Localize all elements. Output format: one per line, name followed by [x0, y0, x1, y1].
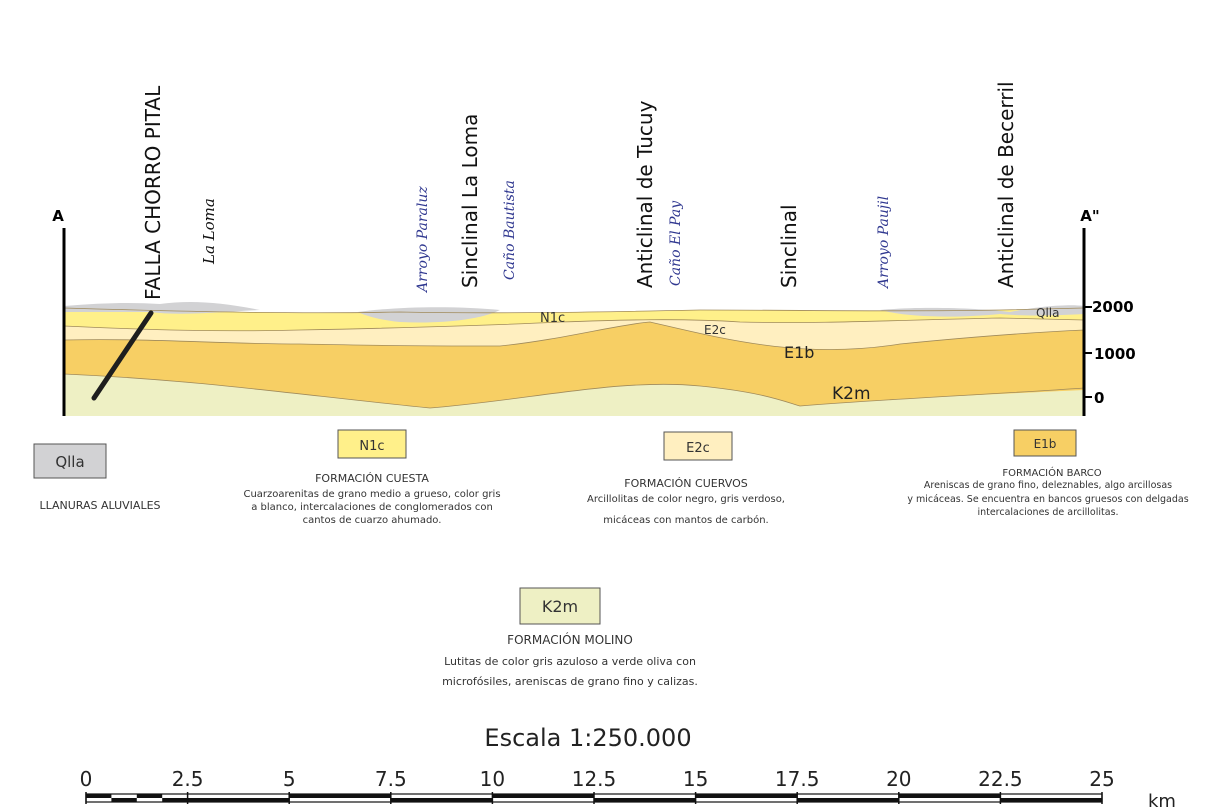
scale-tick-2: 5: [283, 767, 296, 791]
elevation-1000: 1000: [1094, 345, 1136, 363]
layer-qlla-2: [358, 307, 500, 323]
fault-label: FALLA CHORRO PITAL: [141, 85, 165, 300]
place-arroyo-paujil: Arroyo Paujil: [876, 196, 892, 290]
place-labels: La Loma Arroyo Paraluz Caño Bautista Cañ…: [200, 180, 892, 294]
legend-swatch-e1b: [1013, 429, 1077, 457]
legend-code-e2c: E2c: [686, 441, 710, 456]
scale-tick-0: 0: [80, 767, 93, 791]
layer-boundaries: [63, 307, 1085, 409]
structure-anticlinal-tucuy: Anticlinal de Tucuy: [633, 100, 657, 288]
scale-tick-6: 15: [683, 767, 708, 791]
scale-bar-body: [85, 792, 1103, 804]
legend-name-qlla: LLANURAS ALUVIALES: [39, 499, 160, 512]
scale-tick-1: 2.5: [172, 767, 204, 791]
unit-label-k2m: K2m: [832, 384, 871, 404]
scale-segment-9: [1000, 798, 1102, 802]
legend-desc-e1b-2: y micáceas. Se encuentra en bancos grues…: [907, 494, 1188, 505]
structure-anticlinal-becerril: Anticlinal de Becerril: [994, 81, 1018, 288]
legend-swatch-qlla: [33, 443, 107, 479]
scale-segment-6: [695, 794, 798, 798]
unit-label-e2c: E2c: [704, 323, 726, 337]
scale-sub-segment-3: [162, 798, 188, 802]
legend-desc-k2m-2: microfósiles, areniscas de grano fino y …: [442, 675, 698, 688]
legend-name-n1c: FORMACIÓN CUESTA: [315, 472, 429, 485]
unit-label-e1b: E1b: [784, 343, 814, 362]
scale-segment-3: [390, 798, 493, 802]
legend-desc-k2m-1: Lutitas de color gris azuloso a verde ol…: [444, 655, 696, 668]
scale-unit: km: [1148, 791, 1176, 812]
legend-desc-e1b-3: intercalaciones de arcillolitas.: [977, 507, 1118, 518]
scale-tick-5: 12.5: [572, 767, 617, 791]
scale-segment-5: [594, 798, 696, 802]
legend-swatch-e2c: [663, 431, 733, 461]
scale-sub-segment-0: [86, 794, 112, 798]
fault-line: [91, 310, 154, 401]
scale-segment-7: [797, 798, 899, 802]
scale-segment-8: [898, 794, 1001, 798]
scale-tick-9: 22.5: [978, 767, 1023, 791]
scale-segment-1: [187, 798, 290, 802]
place-cano-bautista: Caño Bautista: [502, 180, 518, 280]
structure-labels: FALLA CHORRO PITAL Sinclinal La Loma Ant…: [141, 81, 1018, 300]
legend: Qlla LLANURAS ALUVIALES N1c FORMACIÓN CU…: [33, 429, 1189, 688]
unit-label-n1c: N1c: [540, 311, 565, 326]
place-la-loma: La Loma: [200, 198, 218, 265]
place-arroyo-paraluz: Arroyo Paraluz: [415, 186, 431, 294]
place-cano-el-pay: Caño El Pay: [668, 200, 684, 286]
legend-name-k2m: FORMACIÓN MOLINO: [507, 632, 633, 647]
layer-e1b: [64, 322, 1084, 408]
legend-code-qlla: Qlla: [55, 453, 84, 471]
structure-sinclinal: Sinclinal: [777, 204, 801, 288]
scale-segment-2: [289, 794, 391, 798]
elevation-2000: 2000: [1092, 298, 1134, 316]
layer-k2m: [64, 374, 1084, 416]
cross-section: A A" 2000 1000 0 N1c E2c E1b K2m Qlla: [52, 207, 1136, 416]
unit-label-qlla: Qlla: [1036, 306, 1059, 320]
scale-tick-8: 20: [886, 767, 911, 791]
legend-code-n1c: N1c: [359, 439, 384, 454]
legend-desc-n1c-3: cantos de cuarzo ahumado.: [303, 515, 442, 526]
layer-n1c: [64, 308, 1084, 331]
scale-segment-4: [492, 794, 594, 798]
legend-desc-n1c-2: a blanco, intercalaciones de conglomerad…: [251, 502, 493, 513]
scale-title: Escala 1:250.000: [484, 724, 691, 752]
structure-sinclinal-la-loma: Sinclinal La Loma: [458, 114, 482, 288]
legend-code-e1b: E1b: [1034, 437, 1057, 451]
legend-desc-n1c-1: Cuarzoarenitas de grano medio a grueso, …: [243, 489, 500, 500]
section-end-left: A: [52, 207, 64, 225]
legend-desc-e2c-1: Arcillolitas de color negro, gris verdos…: [587, 494, 785, 505]
scale-tick-4: 10: [480, 767, 505, 791]
scale-tick-3: 7.5: [375, 767, 407, 791]
section-end-right: A": [1080, 207, 1099, 225]
layer-qlla-1: [64, 302, 260, 314]
scale-sub-segment-2: [136, 794, 163, 798]
legend-name-e1b: FORMACIÓN BARCO: [1002, 466, 1101, 479]
layer-e2c: [64, 318, 1084, 350]
scale-tick-labels: 0 2.5 5 7.5 10 12.5 15 17.5 20 22.5 25: [80, 767, 1115, 791]
elevation-0: 0: [1094, 389, 1104, 407]
legend-desc-e2c-2: micáceas con mantos de carbón.: [603, 514, 768, 526]
legend-name-e2c: FORMACIÓN CUERVOS: [624, 477, 747, 490]
scale-sub-segment-1: [111, 798, 137, 802]
layer-qlla-3: [880, 305, 1084, 317]
scale-bar: Escala 1:250.000 0 2.5 5 7.5 10 12.5 15 17.5 20 2…: [80, 724, 1176, 812]
scale-tick-10: 25: [1089, 767, 1114, 791]
legend-swatch-n1c: [337, 429, 407, 459]
legend-swatch-k2m: [519, 587, 601, 625]
scale-tick-7: 17.5: [775, 767, 820, 791]
legend-code-k2m: K2m: [542, 597, 578, 616]
legend-desc-e1b-1: Areniscas de grano fino, deleznables, al…: [924, 480, 1172, 491]
